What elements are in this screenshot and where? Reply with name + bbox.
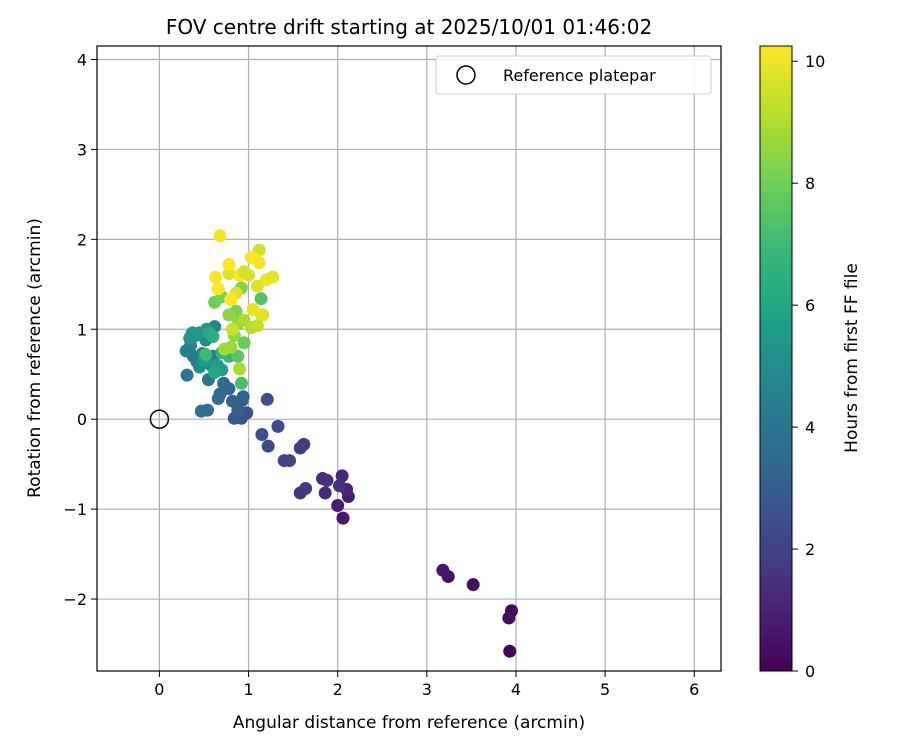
data-point: [209, 270, 223, 284]
data-point: [256, 308, 270, 322]
legend: Reference platepar: [435, 55, 712, 95]
colorbar-label: Hours from first FF file: [842, 263, 862, 453]
data-point: [266, 270, 280, 284]
y-axis-ticks: −2 −1 0 1 2 3 4: [63, 50, 97, 609]
x-axis-ticks: 0 1 2 3 4 5 6: [154, 671, 699, 699]
data-point: [222, 308, 236, 322]
data-point: [217, 376, 231, 390]
data-point: [222, 258, 236, 272]
x-tick-label: 5: [600, 680, 610, 699]
y-tick-label: −1: [63, 500, 87, 519]
x-tick-label: 0: [154, 680, 164, 699]
y-tick-label: 1: [77, 320, 87, 339]
data-point: [260, 392, 274, 406]
reference-marker: [149, 409, 170, 429]
data-point: [250, 279, 264, 293]
y-axis-label: Rotation from reference (arcmin): [25, 218, 45, 498]
data-point: [436, 563, 450, 577]
x-tick-label: 2: [333, 680, 343, 699]
y-tick-label: 0: [77, 410, 87, 429]
data-point: [231, 349, 245, 363]
data-point: [237, 336, 251, 350]
colorbar: 0 2 4 6 8 10 Hours from first FF file: [759, 45, 862, 681]
legend-marker-icon: [456, 65, 476, 85]
y-tick-label: 3: [77, 140, 87, 159]
colorbar-tick-label: 8: [805, 174, 815, 193]
data-point: [332, 479, 346, 493]
data-point: [180, 368, 194, 382]
data-point: [331, 499, 345, 513]
data-point: [211, 392, 225, 406]
chart-title: FOV centre drift starting at 2025/10/01 …: [166, 15, 652, 39]
y-tick-label: −2: [63, 590, 87, 609]
data-point: [222, 267, 236, 281]
data-points: [179, 229, 519, 658]
colorbar-tick-label: 0: [805, 662, 815, 681]
data-point: [225, 322, 239, 336]
data-point: [199, 347, 213, 361]
data-point: [254, 292, 268, 306]
x-tick-label: 1: [243, 680, 253, 699]
data-point: [233, 362, 247, 376]
data-point: [318, 486, 332, 500]
colorbar-tick-label: 10: [805, 52, 825, 71]
data-point: [194, 404, 208, 418]
colorbar-ticks: 0 2 4 6 8 10: [792, 52, 825, 681]
data-point: [217, 342, 231, 356]
data-point: [246, 302, 260, 316]
colorbar-tick-label: 4: [805, 418, 815, 437]
x-tick-label: 4: [511, 680, 521, 699]
data-point: [237, 265, 251, 279]
data-point: [250, 319, 264, 333]
colorbar-gradient: [759, 45, 793, 672]
data-point: [503, 644, 517, 658]
data-point: [234, 376, 248, 390]
y-tick-label: 2: [77, 230, 87, 249]
data-point: [224, 293, 238, 307]
legend-box: [435, 55, 712, 95]
plot-frame: [96, 45, 722, 672]
x-axis-label: Angular distance from reference (arcmin): [233, 713, 585, 733]
data-point: [225, 394, 239, 408]
data-point: [466, 578, 480, 592]
data-point: [336, 511, 350, 525]
data-point: [299, 481, 313, 495]
data-point: [211, 282, 225, 296]
data-point: [213, 229, 227, 243]
x-tick-label: 6: [689, 680, 699, 699]
data-point: [261, 439, 275, 453]
data-point: [335, 469, 349, 483]
data-point: [252, 256, 266, 270]
data-point: [236, 390, 250, 404]
colorbar-tick-label: 6: [805, 296, 815, 315]
data-point: [320, 473, 334, 487]
x-tick-label: 3: [422, 680, 432, 699]
data-point: [255, 427, 269, 441]
data-point: [206, 329, 220, 343]
data-point: [502, 611, 516, 625]
legend-label: Reference platepar: [503, 66, 656, 85]
data-point: [208, 365, 222, 379]
data-point: [271, 419, 285, 433]
data-point: [297, 437, 311, 451]
colorbar-tick-label: 2: [805, 540, 815, 559]
data-point: [283, 454, 297, 468]
y-tick-label: 4: [77, 50, 87, 69]
